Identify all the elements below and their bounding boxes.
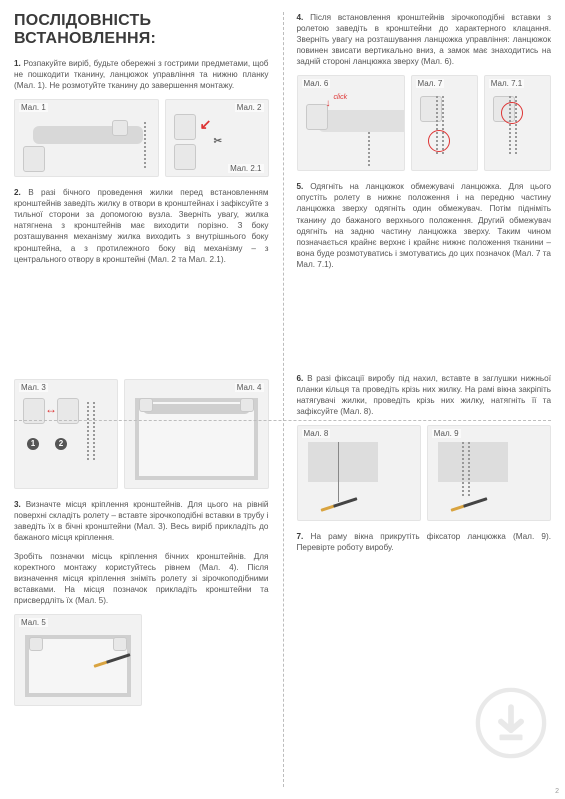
fig-9-label: Мал. 9: [432, 429, 461, 438]
figs-5: Мал. 5: [14, 614, 269, 706]
fig-3-label: Мал. 3: [19, 383, 48, 392]
fig-2: Мал. 2 ↙ ✂ Мал. 2.1: [165, 99, 269, 177]
click-label: click: [334, 94, 348, 101]
figs-1-2: Мал. 1 Мал. 2 ↙ ✂ Мал. 2.1: [14, 99, 269, 177]
step-5-text: Одягніть на ланцюжок обмежувачі ланцюжка…: [297, 182, 552, 268]
fig-71-label: Мал. 7.1: [489, 79, 524, 88]
fig-8-label: Мал. 8: [302, 429, 331, 438]
divider-horizontal: [14, 420, 551, 421]
step-2: 2. В разі бічного проведення жилки перед…: [14, 187, 269, 264]
fig-7-label: Мал. 7: [416, 79, 445, 88]
instruction-page: ПОСЛІДОВНІСТЬ ВСТАНОВЛЕННЯ: 1. Розпакуйт…: [0, 0, 565, 799]
step-6: 6. В разі фіксації виробу під нахил, вст…: [297, 373, 552, 417]
step-1: 1. Розпакуйте виріб, будьте обережні з г…: [14, 58, 269, 91]
fig-1: Мал. 1: [14, 99, 159, 177]
step-2-text: В разі бічного проведення жилки перед вс…: [14, 188, 269, 263]
fig-5-label: Мал. 5: [19, 618, 48, 627]
figs-3-4: Мал. 3 ↔ 1 2 Мал. 4: [14, 379, 269, 489]
fig-8: Мал. 8: [297, 425, 421, 521]
step-4: 4. Після встановлення кронштейнів зірочк…: [297, 12, 552, 67]
page-title: ПОСЛІДОВНІСТЬ ВСТАНОВЛЕННЯ:: [14, 12, 269, 48]
step-6-text: В разі фіксації виробу під нахил, вставт…: [297, 374, 552, 416]
cell-top-right: 4. Після встановлення кронштейнів зірочк…: [283, 0, 565, 361]
step-7-text: На раму вікна прикрутіть фіксатор ланцюж…: [297, 532, 551, 552]
cell-top-left: ПОСЛІДОВНІСТЬ ВСТАНОВЛЕННЯ: 1. Розпакуйт…: [0, 0, 283, 361]
fig-6: Мал. 6 click ↓: [297, 75, 405, 171]
step-3b: Зробіть позначки місць кріплення бічних …: [14, 551, 269, 606]
watermark-icon: [475, 687, 547, 759]
page-number: 2: [555, 788, 559, 795]
fig-5: Мал. 5: [14, 614, 142, 706]
step-3-text: Визначте місця кріплення кронштейнів. Дл…: [14, 500, 269, 542]
step-7: 7. На раму вікна прикрутіть фіксатор лан…: [297, 531, 552, 553]
fig-1-label: Мал. 1: [19, 103, 48, 112]
fig-21-label: Мал. 2.1: [228, 164, 263, 173]
fig-9: Мал. 9: [427, 425, 551, 521]
step-5: 5. Одягніть на ланцюжок обмежувачі ланцю…: [297, 181, 552, 270]
fig-4: Мал. 4: [124, 379, 269, 489]
step-4-text: Після встановлення кронштейнів зірочкопо…: [297, 13, 552, 66]
figs-8-9: Мал. 8 Мал. 9: [297, 425, 552, 521]
fig-3: Мал. 3 ↔ 1 2: [14, 379, 118, 489]
cell-bottom-left: Мал. 3 ↔ 1 2 Мал. 4 3. Визначте місця кр…: [0, 361, 283, 799]
fig-6-label: Мал. 6: [302, 79, 331, 88]
divider-vertical: [283, 12, 284, 787]
fig-7: Мал. 7: [411, 75, 478, 171]
step-3b-text: Зробіть позначки місць кріплення бічних …: [14, 552, 269, 605]
step-1-text: Розпакуйте виріб, будьте обережні з гост…: [14, 59, 269, 90]
step-3: 3. Визначте місця кріплення кронштейнів.…: [14, 499, 269, 543]
fig-71: Мал. 7.1: [484, 75, 551, 171]
cell-bottom-right: 6. В разі фіксації виробу під нахил, вст…: [283, 361, 565, 799]
figs-6-7: Мал. 6 click ↓ Мал. 7 Мал. 7.1: [297, 75, 552, 171]
fig-4-label: Мал. 4: [235, 383, 264, 392]
fig-2-label: Мал. 2: [235, 103, 264, 112]
